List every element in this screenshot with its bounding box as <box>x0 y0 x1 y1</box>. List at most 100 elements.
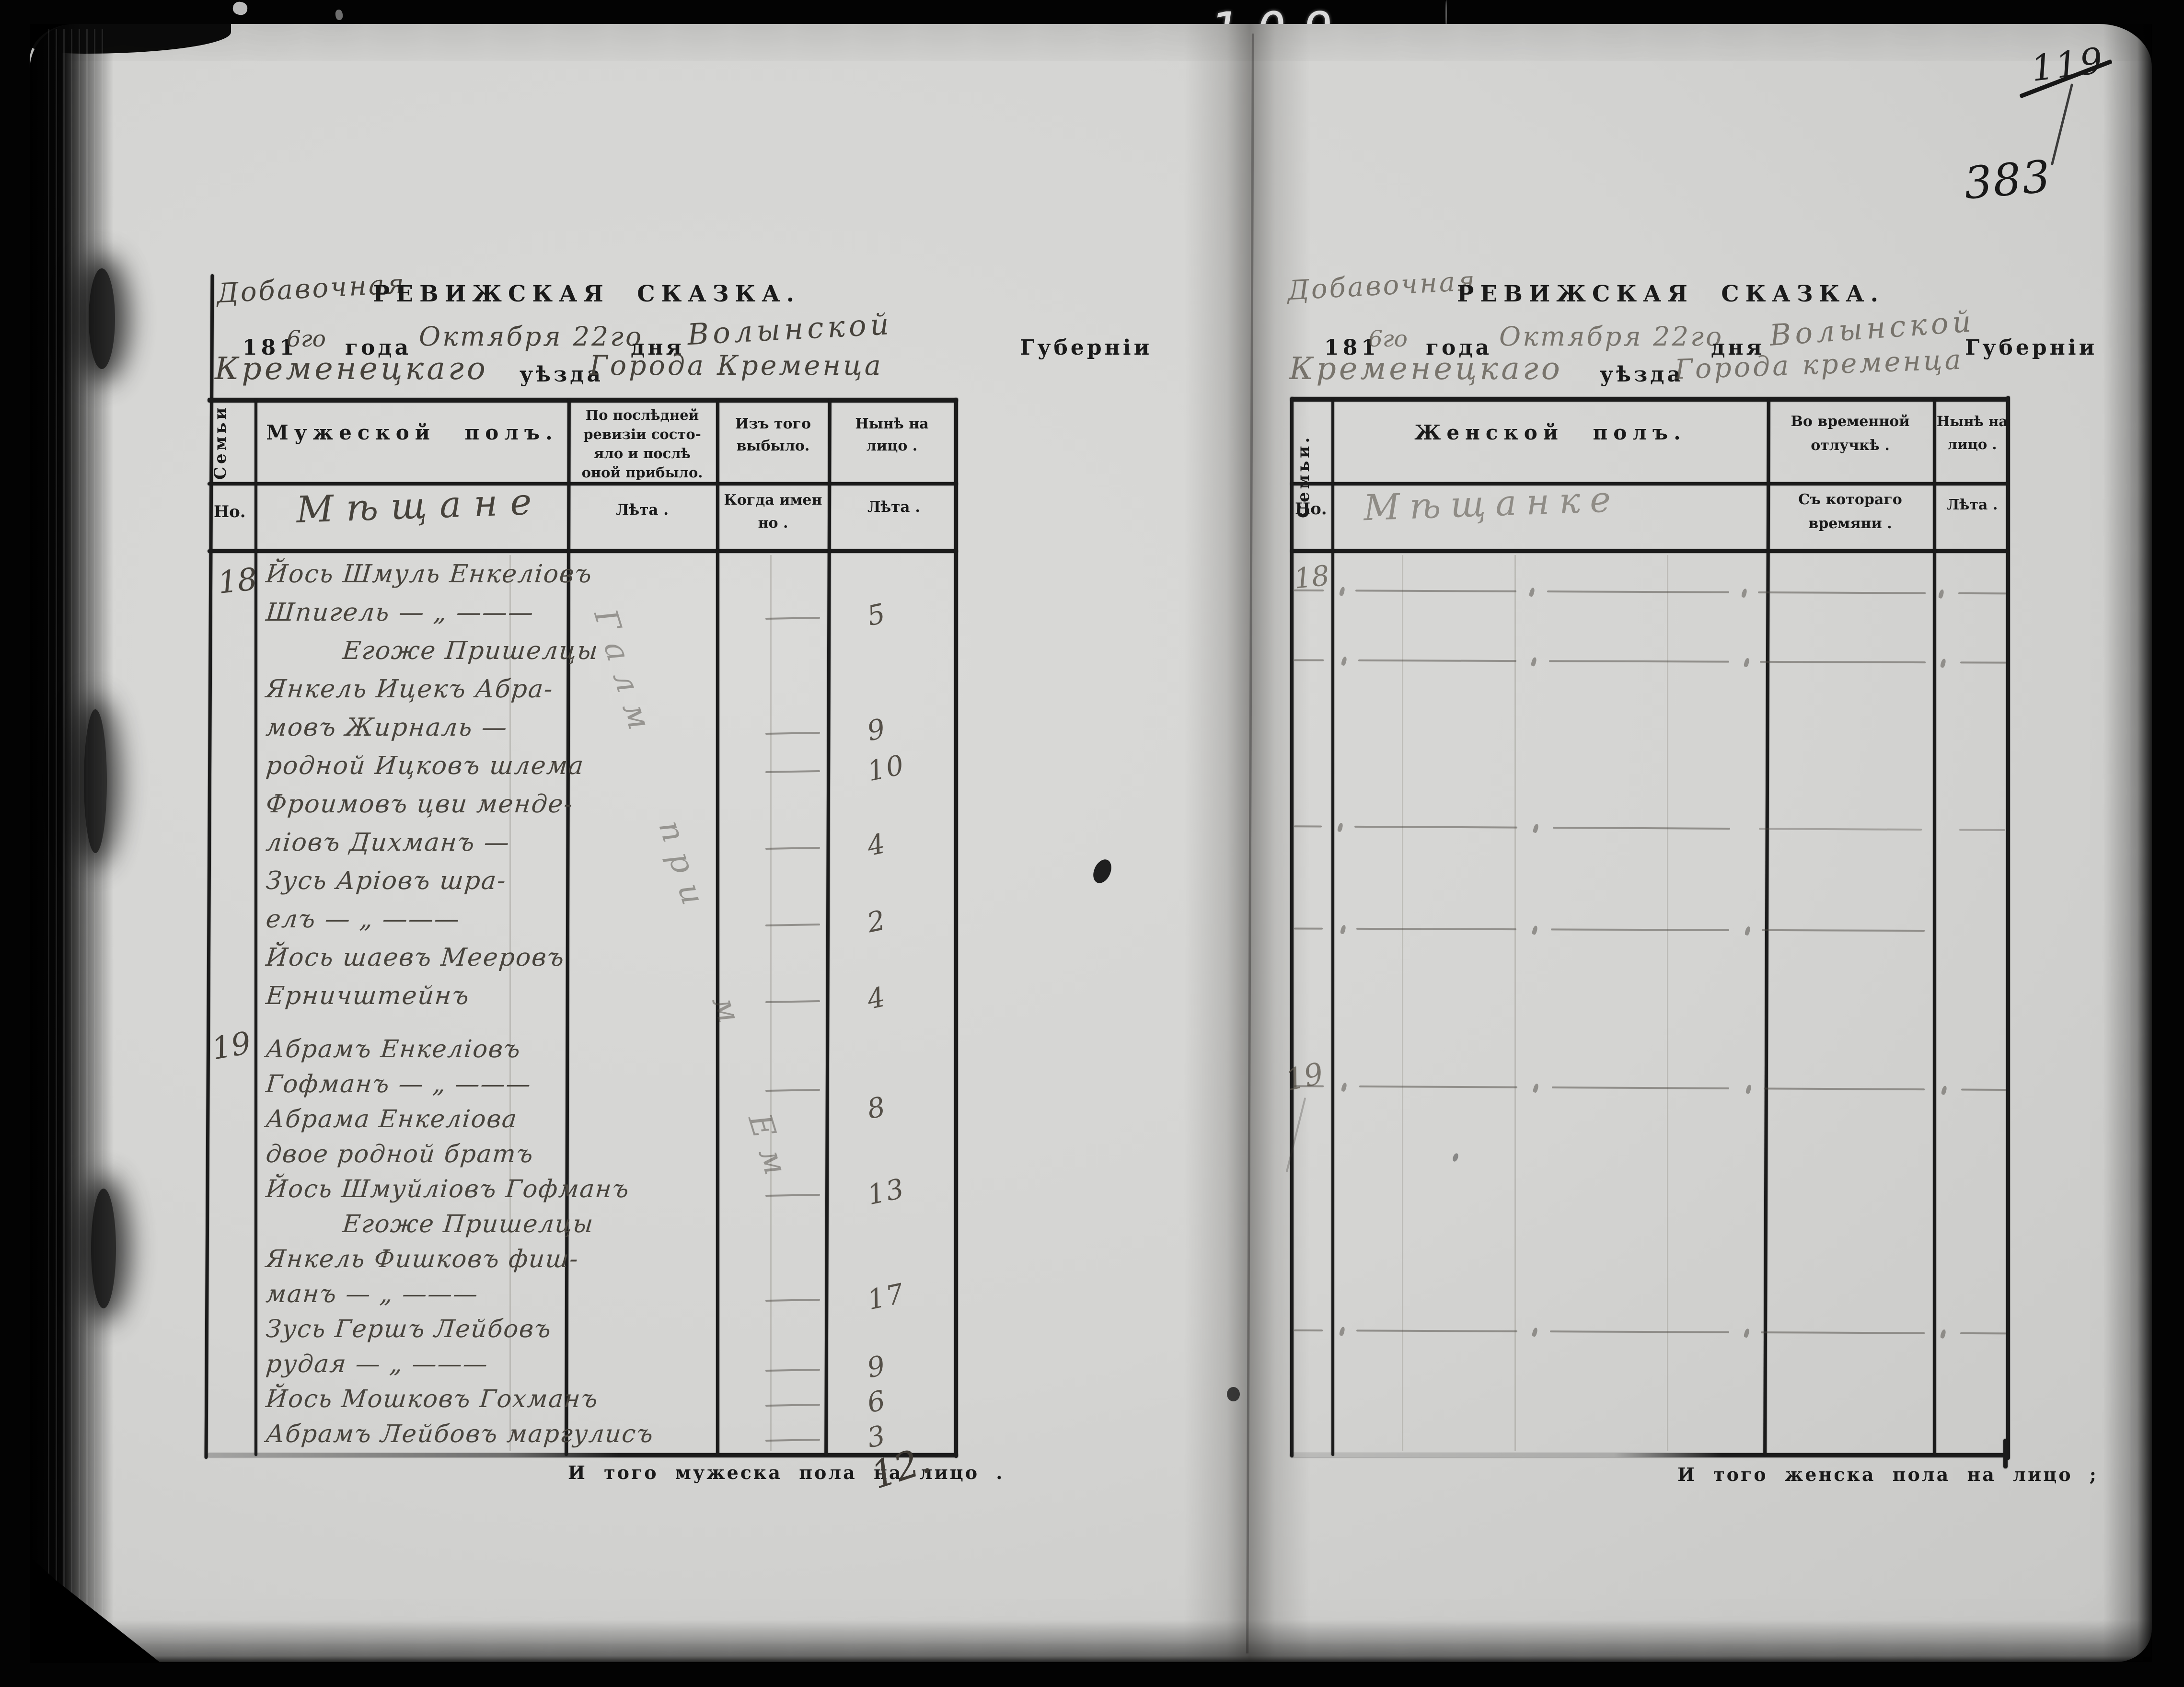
pen-tick <box>1337 822 1344 832</box>
header-line: лицо . <box>1947 436 1997 452</box>
pen-tick <box>1340 656 1348 666</box>
column-header-family: Семьи. <box>1294 434 1313 518</box>
subheader-number: Но. <box>1295 499 1327 519</box>
pencil-guideline <box>509 555 511 1451</box>
book-gutter-shadow <box>1184 24 1311 1662</box>
ditto-dash <box>1359 1085 1518 1088</box>
pen-tick <box>1745 1084 1752 1095</box>
empty-entry-dashes <box>0 819 2184 844</box>
pen-tick <box>1532 1083 1539 1093</box>
table-border <box>2003 1439 2008 1468</box>
header-line: По послѣдней <box>585 407 699 423</box>
table-border <box>254 399 257 1456</box>
ditto-dash <box>1547 590 1730 593</box>
table-border <box>1290 397 1294 1457</box>
ditto-dash <box>1762 929 1925 932</box>
table-border <box>954 398 958 1458</box>
word-province: Губерніи <box>1965 335 2098 360</box>
pen-tick <box>1743 657 1750 668</box>
ditto-dash <box>1552 1086 1730 1089</box>
total-label-female: И того женска пола на лицо ; <box>1677 1464 2098 1485</box>
word-year: года <box>345 335 412 360</box>
ditto-dash <box>1960 661 2007 664</box>
pen-tick <box>1340 924 1347 935</box>
pen-tick <box>1940 1329 1947 1339</box>
ditto-dash <box>1356 927 1517 931</box>
year-hand: 6го <box>1368 326 1408 352</box>
empty-entry-dashes <box>0 1078 2184 1104</box>
ditto-dash <box>1355 589 1517 592</box>
subheader-years: Лѣта . <box>867 498 921 516</box>
column-header-present: Нынѣ на лицо . <box>831 413 953 457</box>
column-header-present: Нынѣ на лицо . <box>1936 410 2008 456</box>
pen-tick <box>1941 1085 1948 1096</box>
ditto-dash <box>1961 1088 2007 1091</box>
column-header-departed: Изъ того выбыло. <box>720 413 826 457</box>
header-line: лицо . <box>866 438 918 454</box>
column-header-male-sex: Мужеской полъ. <box>266 421 558 444</box>
pen-tick <box>1528 587 1536 597</box>
ditto-dash <box>1356 1329 1518 1332</box>
pencil-guideline <box>770 555 772 1451</box>
pencil-guideline <box>1402 555 1403 1451</box>
header-line: Во временной <box>1791 413 1910 430</box>
spine-shadow-blob <box>84 709 107 853</box>
pen-tick <box>1532 823 1539 833</box>
pen-tick <box>1940 658 1947 669</box>
film-scratch <box>1445 0 1447 28</box>
pen-tick <box>1530 657 1537 667</box>
ditto-dash <box>1759 828 1922 831</box>
table-border <box>1763 399 1770 1456</box>
ditto-dash <box>1358 659 1517 662</box>
header-line: ревизіи состо- <box>583 426 701 442</box>
pen-tick <box>1744 925 1751 936</box>
table-border <box>208 549 958 553</box>
ditto-dash <box>1764 1087 1925 1091</box>
ditto-dash <box>1549 660 1730 663</box>
date-hand: Октября 22го <box>1499 321 1724 352</box>
book-page-spread <box>30 24 2152 1662</box>
pen-tick <box>1339 1326 1346 1337</box>
word-district: уѣзда <box>520 362 604 387</box>
empty-entry-dashes <box>0 655 2184 677</box>
year-hand: 6го <box>287 326 326 352</box>
ditto-dash <box>1550 1330 1730 1333</box>
year-printed: 181 <box>1324 335 1380 360</box>
column-header-female-sex: Женской полъ. <box>1414 421 1687 444</box>
pen-tick <box>1340 1082 1348 1092</box>
pencil-guideline <box>1514 555 1516 1451</box>
table-border <box>1290 482 2009 485</box>
page-edge-shadow <box>30 1620 2152 1662</box>
header-line: но . <box>758 515 788 532</box>
subheader-estate-hand: Мѣщанке <box>1363 478 1621 529</box>
page-edge-shadow <box>2103 24 2152 1662</box>
table-border <box>716 399 719 1456</box>
table-border <box>1290 549 2009 553</box>
header-line: Изъ того <box>735 416 811 432</box>
subheader-number: Но. <box>214 502 246 521</box>
header-line: выбыло. <box>736 438 810 454</box>
pen-tick <box>1339 586 1346 597</box>
column-header-absent: Во временной отлучкѣ . <box>1770 410 1930 458</box>
city-hand: Города Кременца <box>589 350 883 381</box>
pen-tick <box>1531 925 1538 936</box>
ditto-dash <box>1760 660 1926 664</box>
header-line: Нынѣ на <box>1936 413 2008 429</box>
hand-annotation: Добавочная <box>1286 265 1478 307</box>
header-line: яло и послѣ <box>594 445 691 462</box>
pencil-guideline <box>1667 555 1668 1451</box>
table-border <box>1933 399 1936 1456</box>
total-label-male: И того мужеска пола на лицо . <box>568 1462 1005 1483</box>
ditto-dash <box>1958 592 2007 595</box>
ditto-dash <box>1354 825 1518 829</box>
header-line: отлучкѣ . <box>1811 437 1890 454</box>
word-day: дня <box>1711 335 1765 360</box>
word-year: года <box>1426 335 1492 360</box>
pen-tick <box>1741 588 1748 598</box>
spine-shadow-blob <box>89 268 115 369</box>
pen-tick <box>1938 589 1945 599</box>
empty-entry-dashes <box>0 1324 2184 1348</box>
header-line: Когда имен <box>724 492 822 508</box>
pen-flourish <box>1285 1097 1306 1173</box>
